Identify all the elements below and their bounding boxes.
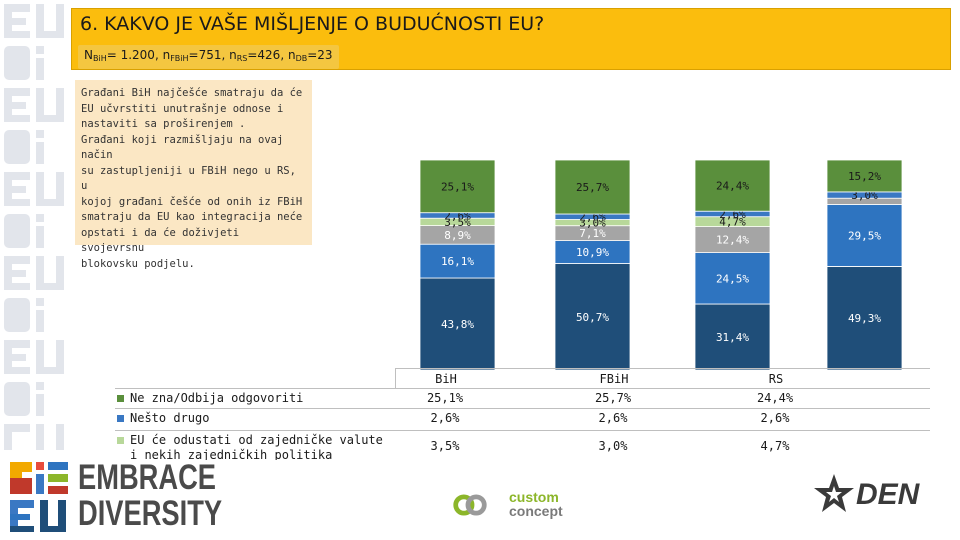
concept-word: concept xyxy=(509,503,563,519)
bar-segment xyxy=(694,159,771,212)
custom-concept-logo: custom concept xyxy=(453,488,568,524)
row-label-text: EU će odustati od zajedničke valute i ne… xyxy=(130,433,383,460)
bih-eu-pattern xyxy=(4,4,64,450)
table-cell: 2,6% xyxy=(430,411,460,425)
data-label: 31,4% xyxy=(716,331,749,344)
table-cell: 25,1% xyxy=(426,391,464,405)
bar-segment xyxy=(419,159,496,214)
legend-marker xyxy=(117,395,124,402)
table-header-cell: RS xyxy=(768,372,784,386)
table-header-cell: BiH xyxy=(435,372,457,386)
legend-marker xyxy=(117,415,124,422)
data-label: 43,8% xyxy=(441,318,474,331)
data-label: 12,4% xyxy=(716,234,749,247)
note-line: EU učvrstiti unutrašnje odnose i xyxy=(81,102,284,115)
bie-mark-icon xyxy=(10,462,68,532)
slide-header: 6. KAKVO JE VAŠE MIŠLJENJE O BUDUĆNOSTI … xyxy=(71,8,951,70)
note-line: Građani BiH najčešće smatraju da će xyxy=(81,87,303,99)
note-line: nastaviti sa proširenjem . xyxy=(81,118,246,130)
table-cell: 3,0% xyxy=(598,439,628,453)
side-decoration xyxy=(0,0,70,450)
data-label: 24,5% xyxy=(716,272,749,285)
data-label: 25,7% xyxy=(576,181,609,194)
data-label: 16,1% xyxy=(441,255,474,268)
table-cell: 3,5% xyxy=(430,439,460,453)
n-bih-value: = 1.200, xyxy=(106,48,163,62)
data-label: 29,5% xyxy=(848,230,881,243)
table-header: BiH FBiH RS xyxy=(395,368,930,388)
table-header-cell: FBiH xyxy=(599,372,629,386)
note-line: opstati i da će doživjeti svojevrsnu xyxy=(81,226,240,255)
embrace-diversity-text: EMBRACE DIVERSITY xyxy=(78,460,222,532)
data-label: 10,9% xyxy=(576,246,609,259)
bar-segment xyxy=(694,252,771,305)
table-row: Nešto drugo 2,6% 2,6% 2,6% xyxy=(115,408,930,430)
den-text: DEN xyxy=(856,478,920,511)
data-label: 15,2% xyxy=(848,170,881,183)
data-label: 7,1% xyxy=(579,227,606,240)
data-label: 8,9% xyxy=(444,229,471,242)
bar-segment xyxy=(694,226,771,253)
den-logo: DEN xyxy=(812,470,922,520)
note-line: kojoj građani češće od onih iz FBiH xyxy=(81,195,303,208)
table-cell: 2,6% xyxy=(760,411,790,425)
data-label: 25,1% xyxy=(441,180,474,193)
embrace-diversity-logo: EMBRACE DIVERSITY xyxy=(8,458,233,536)
data-label: 24,4% xyxy=(716,180,749,193)
bar-segment xyxy=(554,159,631,215)
custom-concept-rings-icon xyxy=(453,494,487,516)
summary-note: Građani BiH najčešće smatraju da će EU u… xyxy=(75,80,312,270)
n-rs-label: n xyxy=(229,48,237,62)
n-fbih-label: n xyxy=(162,48,171,62)
row-label: Ne zna/Odbija odgovoriti xyxy=(117,391,387,406)
custom-word: custom xyxy=(509,489,559,505)
table-row: Ne zna/Odbija odgovoriti 25,1% 25,7% 24,… xyxy=(115,388,930,408)
data-label: 3,5% xyxy=(444,216,471,229)
row-label-text: Ne zna/Odbija odgovoriti xyxy=(130,391,304,405)
note-line: Građani koji razmišljaju na ovaj način xyxy=(81,133,284,162)
note-line: smatraju da EU kao integracija neće xyxy=(81,211,303,223)
chart-canvas: 43,8%16,1%8,9%3,5%2,6%25,1%50,7%10,9%7,1… xyxy=(419,159,903,371)
legend-marker xyxy=(117,437,124,444)
bar-segment xyxy=(826,204,903,267)
row-label-text: Nešto drugo xyxy=(130,411,210,425)
bar-segment xyxy=(826,159,903,193)
note-line: su zastupljeniji u FBiH nego u RS, u xyxy=(81,164,296,193)
n-db-label: n xyxy=(287,48,296,62)
note-line: blokovsku podjelu. xyxy=(81,257,195,270)
n-db-value: =23 xyxy=(307,48,333,62)
custom-concept-text: custom concept xyxy=(509,490,563,518)
data-label: 4,7% xyxy=(719,216,746,229)
n-fbih-value: =751, xyxy=(188,48,230,62)
n-rs-value: =426, xyxy=(247,48,288,62)
slide-title: 6. KAKVO JE VAŠE MIŠLJENJE O BUDUĆNOSTI … xyxy=(80,13,545,35)
n-bih-label: N xyxy=(84,48,93,62)
table-cell: 4,7% xyxy=(760,439,790,453)
row-label: Nešto drugo xyxy=(117,411,387,426)
n-db-sub: DB xyxy=(295,54,308,63)
star-icon xyxy=(814,474,854,512)
table-row: EU će odustati od zajedničke valute i ne… xyxy=(115,430,930,460)
stacked-bar-chart: 43,8% 16,1% 8,9% 3,5% 2,6% 25,1% 50,7% 10,9% 7,1… xyxy=(395,159,940,371)
data-table: BiH FBiH RS Ne zna/Odbija odgovoriti 25,… xyxy=(115,368,930,460)
bar-segment xyxy=(419,243,496,279)
bar-segment xyxy=(694,303,771,371)
row-label: EU će odustati od zajedničke valute i ne… xyxy=(117,433,387,460)
table-cell: 2,6% xyxy=(598,411,628,425)
n-rs-sub: RS xyxy=(236,54,248,63)
data-label: 3,0% xyxy=(851,189,878,202)
bar-segment xyxy=(554,263,631,371)
diversity-line: DIVERSITY xyxy=(78,494,223,533)
sample-size: NBiH= 1.200, nFBiH=751, nRS=426, nDB=23 xyxy=(78,45,339,69)
data-label: 49,3% xyxy=(848,312,881,325)
n-bih-sub: BiH xyxy=(92,54,107,63)
bar-segment xyxy=(826,266,903,371)
table-cell: 25,7% xyxy=(594,391,632,405)
embrace-line: EMBRACE xyxy=(78,458,217,497)
data-label: 50,7% xyxy=(576,311,609,324)
table-cell: 24,4% xyxy=(756,391,794,405)
n-fbih-sub: FBiH xyxy=(170,54,189,63)
